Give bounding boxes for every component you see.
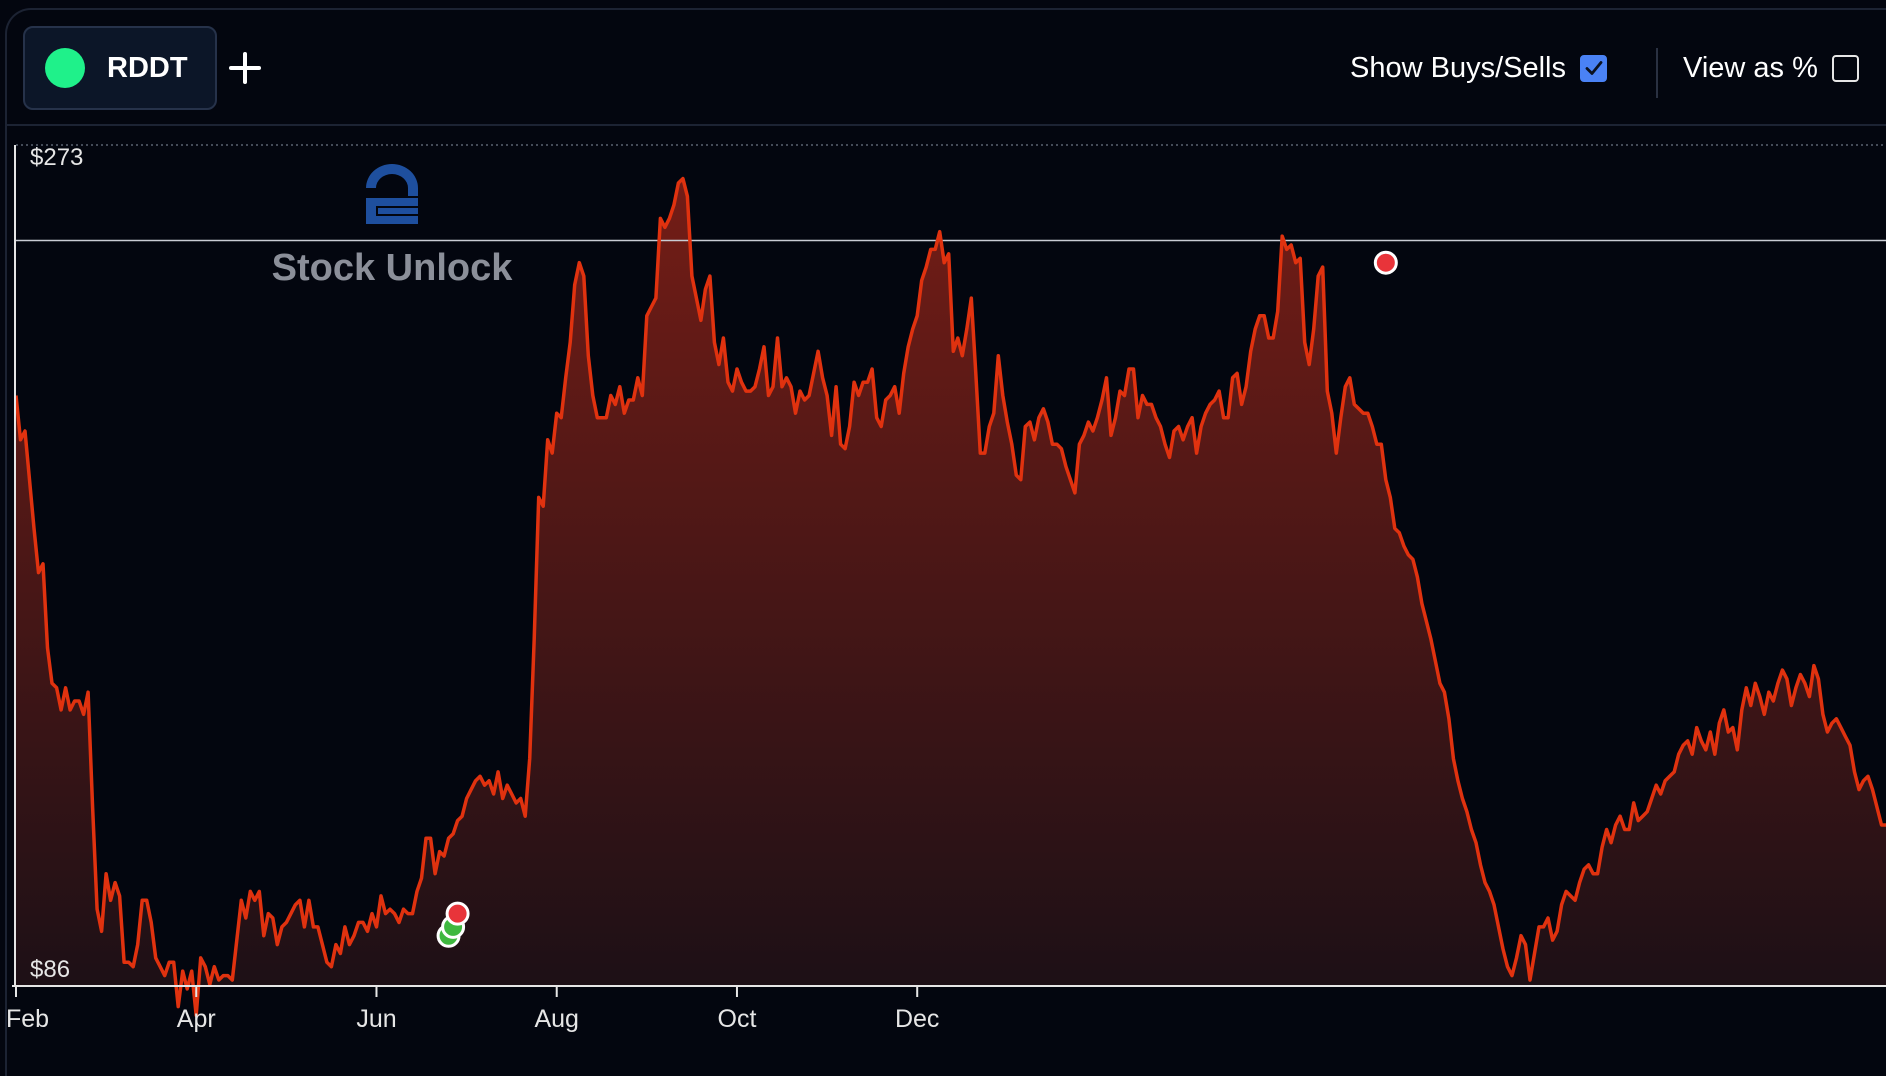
sell-marker[interactable] [445, 901, 470, 926]
toggle-divider [1656, 48, 1658, 98]
x-tick-label: Dec [895, 1005, 939, 1033]
price-area-fill [16, 178, 1886, 1016]
checkmark-icon [1585, 61, 1602, 75]
y-min-label: $86 [30, 956, 70, 983]
x-tick-label: Feb [6, 1005, 49, 1033]
y-max-label: $273 [30, 144, 83, 171]
watermark-text: Stock Unlock [272, 247, 514, 289]
chart-header: RDDT Show Buys/Sells View as % [7, 10, 1886, 126]
x-tick-label: Jun [356, 1005, 396, 1033]
stock-unlock-watermark: Stock Unlock [272, 164, 514, 289]
plus-icon [229, 52, 261, 84]
sell-marker[interactable] [1373, 250, 1398, 275]
price-line [14, 176, 1886, 1018]
ticker-color-dot [45, 48, 85, 88]
add-ticker-button[interactable] [227, 50, 263, 86]
show-buys-sells-toggle[interactable]: Show Buys/Sells [1350, 48, 1607, 88]
x-tick-label: Oct [718, 1005, 757, 1033]
ticker-label: RDDT [107, 51, 188, 84]
chart-panel-frame [5, 8, 1886, 1076]
trade-markers[interactable] [436, 250, 1398, 948]
show-buys-sells-label: Show Buys/Sells [1350, 51, 1566, 84]
view-as-percent-toggle[interactable]: View as % [1683, 48, 1859, 88]
stock-unlock-logo-icon [366, 164, 418, 224]
ticker-chip[interactable]: RDDT [23, 26, 217, 110]
view-as-percent-label: View as % [1683, 51, 1818, 84]
x-tick-label: Apr [177, 1005, 216, 1033]
x-axis-ticks: Feb Apr Jun Aug Oct Dec [6, 986, 939, 1033]
x-tick-label: Aug [534, 1005, 578, 1033]
view-as-percent-checkbox[interactable] [1831, 54, 1859, 82]
show-buys-sells-checkbox[interactable] [1580, 54, 1607, 82]
